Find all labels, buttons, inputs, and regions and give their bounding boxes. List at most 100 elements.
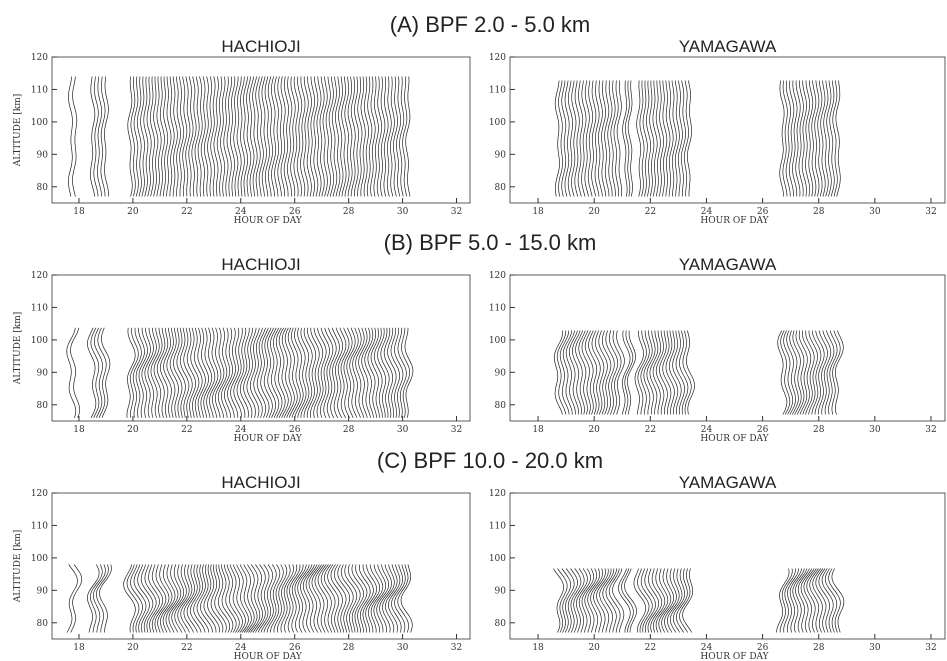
x-tick-label: 18 — [532, 425, 544, 435]
x-tick-label: 30 — [869, 207, 881, 217]
y-tick-label: 90 — [37, 586, 49, 596]
y-tick-label: 90 — [495, 150, 507, 160]
trace — [260, 564, 273, 633]
x-tick-label: 30 — [869, 425, 881, 435]
trace — [266, 564, 281, 633]
trace — [93, 564, 106, 633]
trace — [647, 568, 660, 633]
trace — [249, 76, 255, 197]
trace — [829, 80, 835, 197]
x-tick-label: 28 — [813, 425, 825, 435]
trace — [391, 564, 403, 633]
trace — [135, 327, 145, 418]
trace — [789, 330, 799, 415]
trace — [379, 564, 392, 633]
trace — [280, 564, 294, 633]
trace — [200, 564, 213, 633]
trace — [581, 330, 591, 415]
trace — [280, 76, 286, 197]
x-tick-label: 32 — [451, 643, 462, 653]
trace — [786, 330, 796, 415]
trace — [253, 327, 263, 418]
trace — [236, 76, 242, 197]
trace — [126, 327, 136, 418]
trace — [360, 76, 366, 197]
trace — [367, 327, 377, 418]
x-tick-label: 24 — [701, 643, 713, 653]
trace — [324, 564, 336, 633]
y-tick-label: 100 — [489, 118, 506, 128]
trace — [679, 568, 691, 633]
trace — [397, 327, 407, 418]
trace — [671, 80, 677, 197]
trace — [584, 330, 594, 415]
trace — [814, 330, 825, 415]
trace — [316, 327, 327, 418]
trace — [574, 80, 580, 197]
trace — [675, 330, 685, 415]
trace — [246, 76, 252, 197]
x-axis-label: HOUR OF DAY — [234, 652, 303, 661]
trace — [355, 564, 368, 633]
trace — [166, 327, 176, 418]
trace — [780, 330, 791, 415]
trace — [174, 564, 187, 633]
trace — [370, 327, 380, 418]
trace — [340, 327, 350, 418]
trace — [642, 80, 648, 197]
trace — [824, 330, 835, 415]
trace — [805, 330, 815, 415]
trace — [399, 76, 405, 197]
trace — [798, 330, 808, 415]
trace — [390, 327, 400, 418]
trace — [661, 568, 674, 633]
y-axis-label: ALTITUDE [km] — [13, 530, 23, 604]
trace — [151, 564, 164, 633]
trace — [820, 80, 826, 197]
trace — [176, 327, 186, 418]
trace — [832, 80, 838, 197]
trace — [183, 564, 195, 633]
y-tick-label: 90 — [37, 150, 49, 160]
trace — [90, 564, 103, 633]
trace — [573, 568, 585, 633]
trace — [564, 80, 570, 197]
trace — [326, 327, 337, 418]
trace — [581, 80, 587, 197]
trace — [343, 327, 353, 418]
trace — [571, 80, 577, 197]
trace — [806, 568, 817, 633]
trace — [556, 330, 567, 415]
y-tick-label: 100 — [489, 336, 506, 346]
trace — [197, 76, 203, 197]
x-tick-label: 18 — [73, 643, 85, 653]
y-tick-label: 110 — [489, 303, 506, 313]
trace — [196, 564, 210, 633]
trace-group — [66, 327, 81, 418]
trace — [365, 564, 377, 633]
trace — [349, 327, 359, 418]
trace — [361, 327, 371, 418]
trace — [624, 568, 637, 633]
trace — [223, 76, 229, 197]
trace — [402, 76, 408, 197]
trace — [404, 327, 414, 418]
trace — [226, 564, 240, 633]
y-tick-label: 100 — [31, 118, 48, 128]
trace — [337, 564, 351, 633]
trace — [175, 76, 181, 197]
trace — [390, 76, 395, 197]
trace — [350, 76, 356, 197]
trace — [792, 568, 805, 633]
trace — [559, 330, 570, 415]
trace — [674, 80, 680, 197]
trace — [664, 568, 677, 633]
y-tick-label: 110 — [489, 85, 506, 95]
trace — [130, 76, 136, 197]
trace — [581, 568, 595, 633]
trace — [624, 330, 634, 415]
trace — [179, 327, 190, 418]
trace — [291, 564, 304, 633]
trace — [380, 327, 390, 418]
x-tick-label: 30 — [397, 643, 409, 653]
